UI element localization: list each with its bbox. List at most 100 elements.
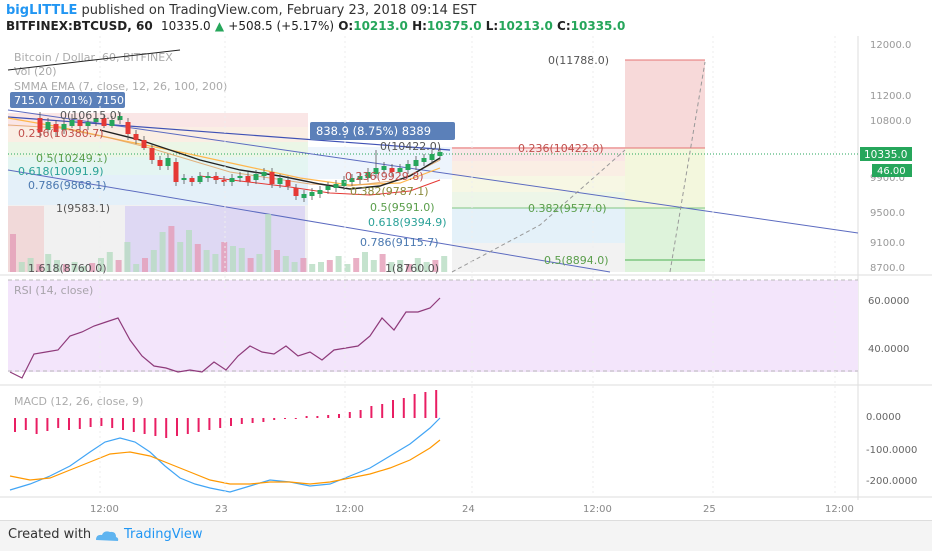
price-axis-ticks: 12000.0 11200.0 10800.0 9900.0 9500.0 9100.0 8… [870,40,911,274]
fib-right-zones [625,60,705,272]
high-label: H: [412,19,427,33]
macd-hist-bar [46,418,49,431]
volume-bars [10,214,448,272]
volume-bar [335,256,342,272]
macd-hist-bar [122,418,124,430]
chart-canvas[interactable]: 715.0 (7.01%) 7150 838.9 (8.75%) 8389 Bi… [0,36,932,520]
candle-body [357,176,363,180]
ema-line-orange [7,117,441,186]
price-tick: 9900.0 [870,173,905,184]
volume-bar [150,250,157,272]
macd-hist-bar [208,418,211,430]
macd-tick: -200.0000 [866,476,917,487]
fib-mid-labels: 0(10422.0) 0.236(9929.8) 0.382(9787.1) 0.5(… [345,140,447,275]
macd-hist-bar [68,418,70,430]
published-text: published on TradingView.com, February 2… [81,3,477,18]
signal-line [9,439,441,485]
measure-left[interactable]: 715.0 (7.01%) 7150 [10,92,125,108]
price-tick: 8700.0 [870,263,905,274]
candle-body [293,188,299,196]
candle-body [197,176,203,182]
volume-bar [98,258,104,272]
macd-hist-bar [402,398,405,418]
projection-path-1 [451,149,626,273]
volume-bar [159,232,166,272]
candle-body [349,178,355,182]
macd-hist-bar [176,418,178,436]
macd-tick: -100.0000 [866,445,917,456]
volume-bar [89,263,96,272]
volume-bar [353,258,360,272]
volume-bar [115,260,122,272]
volume-bar [406,264,412,272]
volume-bar [124,242,131,272]
high-value: 10375.0 [426,19,482,33]
candle-body [421,158,427,162]
candle-body [309,192,315,196]
fib-right-label: 0(11788.0) [548,54,609,67]
tradingview-link[interactable]: TradingView [124,527,203,542]
volume-bar [238,248,245,272]
rsi-axis-ticks: 60.0000 40.0000 [868,296,909,355]
candle-body [325,186,331,190]
projection-path-2 [669,61,706,273]
candle-body [157,160,163,166]
macd-legend: MACD (12, 26, close, 9) [14,395,143,408]
low-label: L: [485,19,499,33]
macd-hist-bar [316,416,319,418]
volume-bar [194,244,201,272]
volume-bar [54,260,60,272]
fib-mid-label: 1(8760.0) [385,262,439,275]
macd-tick: 0.0000 [866,412,901,423]
macd-hist-bar [273,418,276,420]
fib-mid-label: 0.618(9394.9) [368,216,447,229]
candle-body [261,172,267,176]
symbol-label: BITFINEX:BTCUSD, 60 [6,19,153,33]
macd-hist-bar [294,418,297,419]
fib-left-label: 0.5(10249.1) [36,152,108,165]
macd-hist-bar [24,418,27,430]
candle-body [37,118,43,132]
macd-hist-bar [57,418,60,428]
volume-bar [370,260,377,272]
macd-hist-bar [197,418,200,432]
candle-body [61,124,67,130]
volume-bar [177,242,184,272]
macd-line [9,417,441,493]
open-value: 10213.0 [353,19,408,33]
measure-right[interactable]: 838.9 (8.75%) 8389 [310,122,455,140]
publish-line: bigLITTLE published on TradingView.com, … [6,3,477,18]
macd-hist-bar [165,418,168,438]
volume-bar [142,258,148,272]
time-tick: 25 [703,504,716,515]
fib-right-labels: 0(11788.0) 0.236(10422.0) 0.382(9577.0) 0.5… [518,54,609,267]
fib-left-labels: 0(10615.0) 0.236(10380.7) 0.5(10249.1)0.61… [18,109,121,275]
fib-mid-label: 0(10422.0) [380,140,441,153]
volume-bar [230,246,236,272]
candle-body [125,122,131,134]
volume-bar [80,266,87,272]
candle-body [373,168,379,174]
candle-body [277,178,283,184]
candle-body [285,180,291,186]
volume-bar [379,254,386,272]
macd-hist-bar [230,418,232,426]
macd-hist-bar [186,418,189,434]
macd-hist-bar [78,418,81,429]
candle-body [149,148,155,160]
fib-right-label: 0.382(9577.0) [528,202,607,215]
close-label: C: [557,19,571,33]
volume-bar [441,256,448,272]
rsi-legend: RSI (14, close) [14,284,93,297]
price-tick: 9500.0 [870,208,905,219]
time-tick: 12:00 [90,504,119,515]
author-link[interactable]: bigLITTLE [6,3,78,18]
time-tick: 24 [462,504,475,515]
macd-hist-bar [132,418,135,432]
volume-bar [362,252,368,272]
candle-body [85,122,91,126]
price-tick: 10800.0 [870,116,911,127]
macd-hist-bar [154,418,157,436]
macd-hist-bar [338,414,340,418]
volume-bar [168,226,175,272]
